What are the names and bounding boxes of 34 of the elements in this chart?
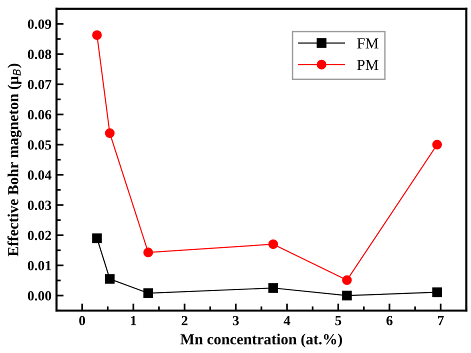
x-tick-label: 7 [438,316,444,326]
y-tick-label: 0.04 [28,170,52,180]
point [342,290,352,300]
y-tick-label: 0.05 [28,140,52,150]
point [104,274,115,284]
point [92,233,102,244]
y-tick-label: 0.03 [28,200,52,210]
x-axis-title: Mn concentration (at.%) [180,334,342,348]
x-tick-label: 4 [284,316,290,326]
x-tick-label: 3 [232,316,239,326]
x-tick-label: 6 [386,316,393,326]
x-tick-label: 5 [335,316,342,326]
y-tick-label: 0.09 [28,20,52,29]
y-tick-label: 0.01 [28,260,51,270]
legend-label: PM [357,60,378,70]
y-tick-label: 0.06 [28,110,52,120]
point [92,30,102,40]
point [268,283,278,293]
y-axis-title: Effective Bohr magneton (μ$_{B}$) [7,64,22,256]
point [268,239,278,250]
y-tick-label: 0.02 [28,230,52,240]
point [432,140,442,150]
x-tick-label: 0 [79,316,86,326]
y-tick-label: 0.07 [28,80,52,90]
legend-label: FM [357,38,378,48]
x-tick-label: 2 [182,316,188,326]
point [143,248,154,258]
y-tick-label: 0.08 [28,50,52,60]
point [342,275,352,286]
point [143,288,154,298]
point [432,287,442,298]
x-tick-label: 1 [130,316,136,326]
point [104,128,115,138]
y-tick-label: 0.00 [28,291,52,301]
